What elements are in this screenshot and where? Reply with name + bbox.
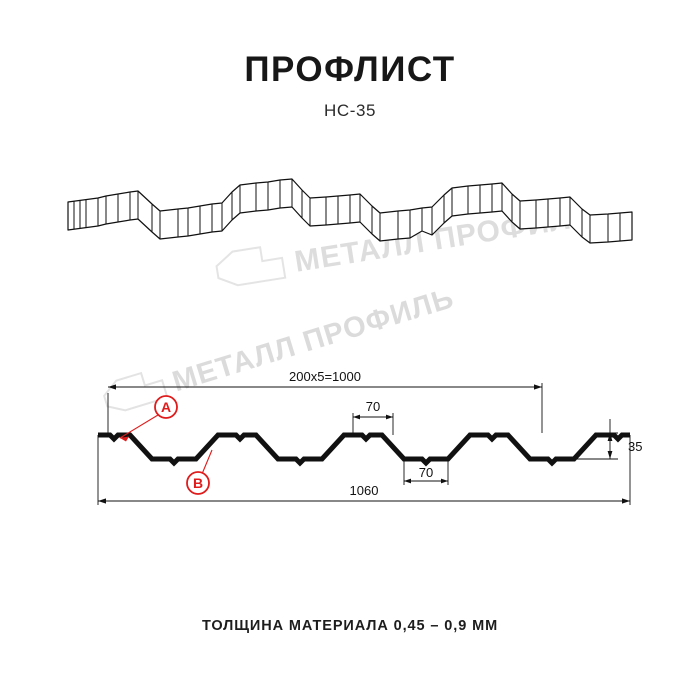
dimension-label-overall-width: 1060 xyxy=(350,483,379,498)
page-title: ПРОФЛИСТ xyxy=(244,50,456,89)
dimension-crest-width xyxy=(352,413,394,435)
callout-b-circle xyxy=(186,471,210,495)
callout-a-circle xyxy=(154,395,178,419)
callout-b-label: B xyxy=(193,475,203,491)
dimension-label-profile-height: 35 xyxy=(628,439,642,454)
callout-b: B xyxy=(186,449,213,495)
cross-section-view: МЕТАЛЛ ПРОФИЛЬ 200x5=1000 xyxy=(90,282,642,515)
dimension-pitch-total xyxy=(107,383,543,435)
dimension-label-valley-width: 70 xyxy=(419,465,433,480)
dimension-label-crest-width: 70 xyxy=(366,399,380,414)
page-header: ПРОФЛИСТ НС-35 xyxy=(0,50,700,121)
dimension-label-pitch-total: 200x5=1000 xyxy=(289,369,361,384)
callout-a-label: A xyxy=(161,399,171,415)
isometric-view: МЕТАЛЛ ПРОФИЛЬ xyxy=(60,170,640,320)
material-thickness-note: ТОЛЩИНА МАТЕРИАЛА 0,45 – 0,9 ММ xyxy=(201,618,499,634)
callout-a: A xyxy=(119,395,178,442)
product-model-label: НС-35 xyxy=(323,100,377,120)
dimension-overall-width xyxy=(97,435,631,505)
dimension-profile-height xyxy=(574,419,618,460)
dimension-valley-width xyxy=(403,461,449,485)
page-footer: ТОЛЩИНА МАТЕРИАЛА 0,45 – 0,9 ММ xyxy=(0,618,700,634)
profile-outline xyxy=(98,432,630,467)
iso-fold-lines xyxy=(67,179,621,243)
